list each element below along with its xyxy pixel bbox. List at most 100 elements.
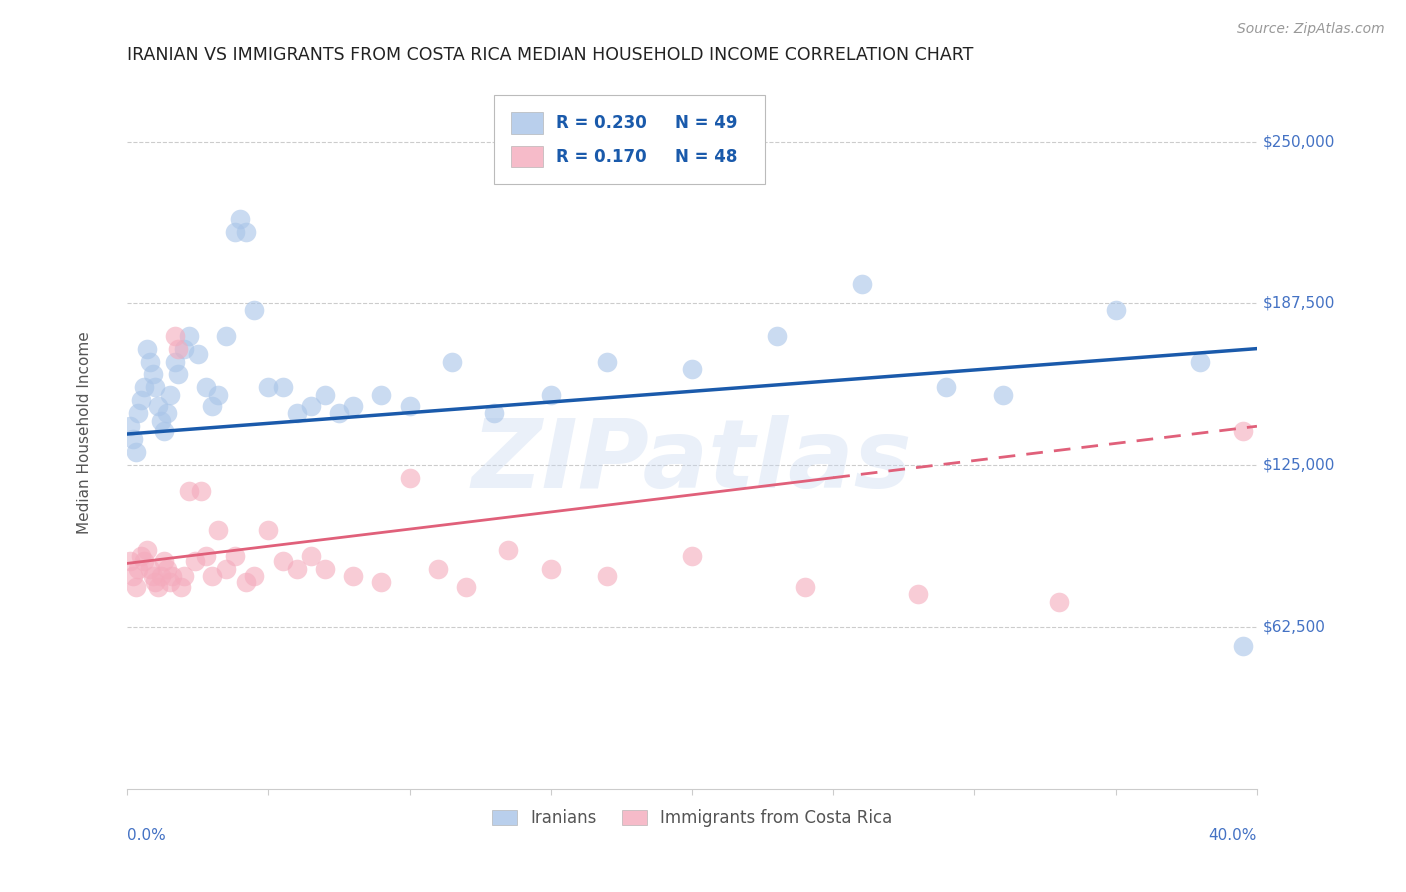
Point <box>498 543 520 558</box>
Point <box>1189 354 1212 368</box>
Point <box>681 362 703 376</box>
Point <box>1047 595 1070 609</box>
Text: Median Household Income: Median Household Income <box>77 331 91 534</box>
Point <box>195 549 218 563</box>
Point <box>145 574 167 589</box>
Point <box>285 406 308 420</box>
Text: $125,000: $125,000 <box>1263 458 1334 473</box>
Point <box>150 569 173 583</box>
Point <box>991 388 1014 402</box>
Point <box>159 574 181 589</box>
Point <box>118 554 141 568</box>
Point <box>136 342 159 356</box>
Point <box>170 580 193 594</box>
Point <box>187 347 209 361</box>
Point <box>1105 302 1128 317</box>
Point <box>484 406 506 420</box>
Point <box>285 561 308 575</box>
Point <box>342 399 364 413</box>
Legend: Iranians, Immigrants from Costa Rica: Iranians, Immigrants from Costa Rica <box>485 802 898 834</box>
Point <box>342 569 364 583</box>
Point <box>207 523 229 537</box>
Text: $187,500: $187,500 <box>1263 296 1334 310</box>
Text: $250,000: $250,000 <box>1263 134 1334 149</box>
Point <box>257 523 280 537</box>
Point <box>134 554 156 568</box>
Point <box>370 574 392 589</box>
Point <box>124 445 146 459</box>
Text: 0.0%: 0.0% <box>127 828 166 843</box>
FancyBboxPatch shape <box>512 146 543 168</box>
Point <box>142 368 165 382</box>
Point <box>162 569 184 583</box>
Point <box>145 380 167 394</box>
Point <box>440 354 463 368</box>
Point <box>235 225 257 239</box>
Point <box>456 580 478 594</box>
Point <box>765 328 787 343</box>
Point <box>328 406 350 420</box>
Point <box>139 561 162 575</box>
Point <box>271 380 294 394</box>
Text: 40.0%: 40.0% <box>1209 828 1257 843</box>
Point <box>153 425 176 439</box>
Point <box>190 483 212 498</box>
Point <box>201 399 224 413</box>
Point <box>243 302 266 317</box>
Text: $62,500: $62,500 <box>1263 619 1326 634</box>
Point <box>299 399 322 413</box>
Text: ZIPatlas: ZIPatlas <box>472 415 912 508</box>
Point <box>142 569 165 583</box>
Point <box>271 554 294 568</box>
Point <box>134 380 156 394</box>
Point <box>179 328 201 343</box>
Point <box>215 561 238 575</box>
Point <box>127 561 149 575</box>
Point <box>314 388 336 402</box>
Point <box>224 225 246 239</box>
Point <box>426 561 449 575</box>
Point <box>165 328 187 343</box>
Point <box>179 483 201 498</box>
Text: R = 0.170: R = 0.170 <box>557 147 647 166</box>
Point <box>153 554 176 568</box>
Point <box>148 399 170 413</box>
Point <box>540 388 562 402</box>
Point <box>314 561 336 575</box>
Point <box>148 580 170 594</box>
Point <box>207 388 229 402</box>
Point <box>243 569 266 583</box>
Point <box>1232 425 1254 439</box>
Point <box>257 380 280 394</box>
Point <box>129 549 152 563</box>
Point <box>229 212 252 227</box>
Point <box>398 399 420 413</box>
Point <box>167 342 190 356</box>
Point <box>184 554 207 568</box>
Point <box>215 328 238 343</box>
Point <box>1232 639 1254 653</box>
Point <box>150 414 173 428</box>
Point <box>167 368 190 382</box>
Point <box>121 432 143 446</box>
Point <box>299 549 322 563</box>
Point <box>124 580 146 594</box>
Point <box>195 380 218 394</box>
Text: N = 48: N = 48 <box>675 147 738 166</box>
Point <box>159 388 181 402</box>
Point <box>173 342 195 356</box>
FancyBboxPatch shape <box>495 95 765 184</box>
Point <box>596 569 619 583</box>
Point <box>235 574 257 589</box>
Point <box>129 393 152 408</box>
Text: N = 49: N = 49 <box>675 114 738 132</box>
Point <box>136 543 159 558</box>
Point <box>224 549 246 563</box>
Point <box>156 406 179 420</box>
Point <box>935 380 957 394</box>
Point <box>165 354 187 368</box>
Point <box>794 580 817 594</box>
Point <box>139 354 162 368</box>
Point <box>127 406 149 420</box>
Point <box>156 561 179 575</box>
